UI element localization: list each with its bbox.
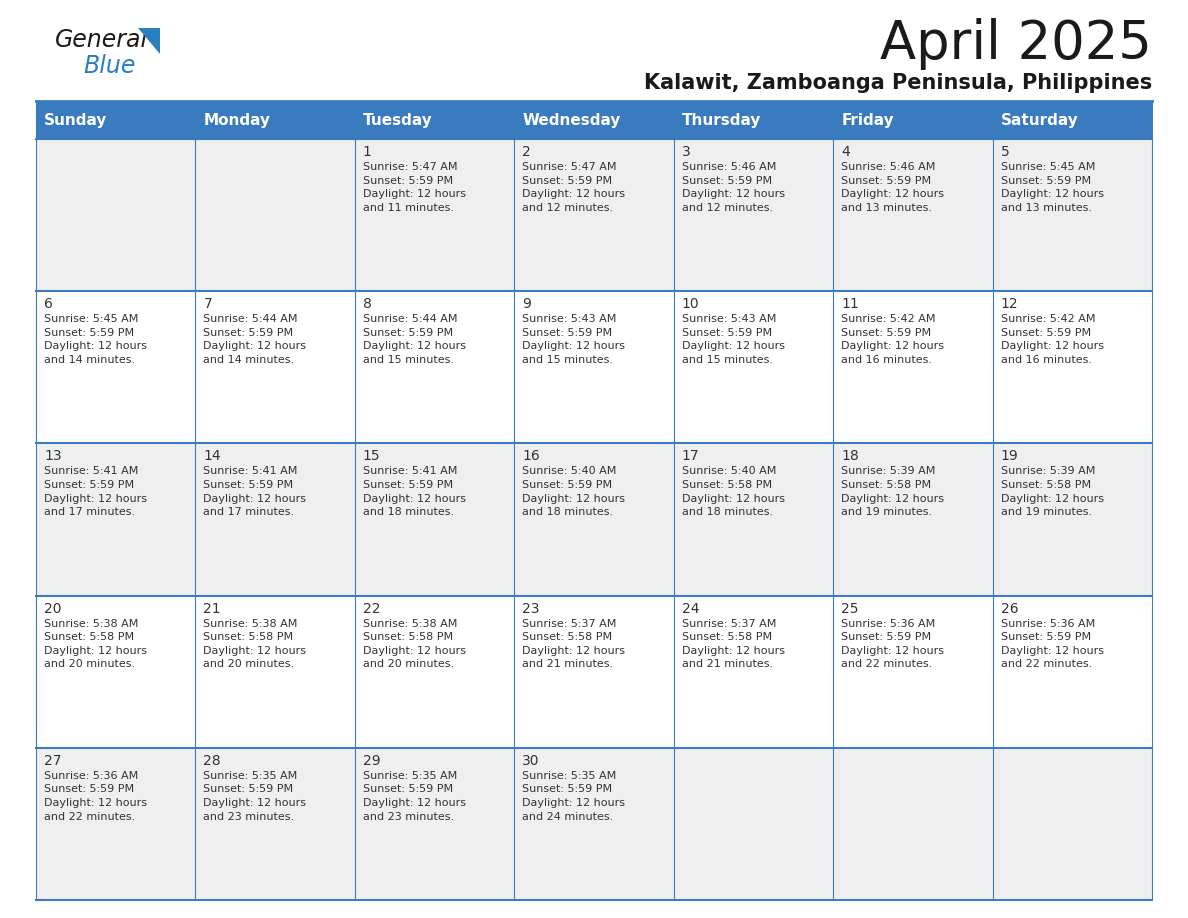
Text: Sunday: Sunday [44, 113, 107, 128]
Text: Sunrise: 5:37 AM
Sunset: 5:58 PM
Daylight: 12 hours
and 21 minutes.: Sunrise: 5:37 AM Sunset: 5:58 PM Dayligh… [523, 619, 625, 669]
Bar [36, 291, 1152, 443]
Text: 21: 21 [203, 601, 221, 616]
Text: Thursday: Thursday [682, 113, 762, 128]
Text: 7: 7 [203, 297, 213, 311]
Text: Sunrise: 5:46 AM
Sunset: 5:59 PM
Daylight: 12 hours
and 13 minutes.: Sunrise: 5:46 AM Sunset: 5:59 PM Dayligh… [841, 162, 944, 213]
Text: Sunrise: 5:40 AM
Sunset: 5:58 PM
Daylight: 12 hours
and 18 minutes.: Sunrise: 5:40 AM Sunset: 5:58 PM Dayligh… [682, 466, 785, 517]
Text: Sunrise: 5:36 AM
Sunset: 5:59 PM
Daylight: 12 hours
and 22 minutes.: Sunrise: 5:36 AM Sunset: 5:59 PM Dayligh… [1000, 619, 1104, 669]
Text: April 2025: April 2025 [880, 18, 1152, 70]
Text: 26: 26 [1000, 601, 1018, 616]
Text: 3: 3 [682, 145, 690, 159]
Text: Wednesday: Wednesday [523, 113, 620, 128]
Text: Sunrise: 5:42 AM
Sunset: 5:59 PM
Daylight: 12 hours
and 16 minutes.: Sunrise: 5:42 AM Sunset: 5:59 PM Dayligh… [841, 314, 944, 365]
Text: Sunrise: 5:36 AM
Sunset: 5:59 PM
Daylight: 12 hours
and 22 minutes.: Sunrise: 5:36 AM Sunset: 5:59 PM Dayligh… [44, 771, 147, 822]
Text: Sunrise: 5:38 AM
Sunset: 5:58 PM
Daylight: 12 hours
and 20 minutes.: Sunrise: 5:38 AM Sunset: 5:58 PM Dayligh… [44, 619, 147, 669]
Text: 17: 17 [682, 450, 700, 464]
Text: Sunrise: 5:35 AM
Sunset: 5:59 PM
Daylight: 12 hours
and 23 minutes.: Sunrise: 5:35 AM Sunset: 5:59 PM Dayligh… [203, 771, 307, 822]
Text: Sunrise: 5:45 AM
Sunset: 5:59 PM
Daylight: 12 hours
and 13 minutes.: Sunrise: 5:45 AM Sunset: 5:59 PM Dayligh… [1000, 162, 1104, 213]
Text: 19: 19 [1000, 450, 1018, 464]
Text: Sunrise: 5:39 AM
Sunset: 5:58 PM
Daylight: 12 hours
and 19 minutes.: Sunrise: 5:39 AM Sunset: 5:58 PM Dayligh… [1000, 466, 1104, 517]
Text: Sunrise: 5:35 AM
Sunset: 5:59 PM
Daylight: 12 hours
and 24 minutes.: Sunrise: 5:35 AM Sunset: 5:59 PM Dayligh… [523, 771, 625, 822]
Bar [36, 596, 1152, 748]
Text: 2: 2 [523, 145, 531, 159]
Text: Blue: Blue [83, 54, 135, 78]
Text: 6: 6 [44, 297, 53, 311]
Text: Sunrise: 5:47 AM
Sunset: 5:59 PM
Daylight: 12 hours
and 12 minutes.: Sunrise: 5:47 AM Sunset: 5:59 PM Dayligh… [523, 162, 625, 213]
Bar [36, 101, 1152, 139]
Text: Friday: Friday [841, 113, 893, 128]
Text: Sunrise: 5:44 AM
Sunset: 5:59 PM
Daylight: 12 hours
and 14 minutes.: Sunrise: 5:44 AM Sunset: 5:59 PM Dayligh… [203, 314, 307, 365]
Text: 20: 20 [44, 601, 62, 616]
Text: Saturday: Saturday [1000, 113, 1079, 128]
Polygon shape [138, 28, 160, 54]
Text: 29: 29 [362, 754, 380, 767]
Text: Sunrise: 5:46 AM
Sunset: 5:59 PM
Daylight: 12 hours
and 12 minutes.: Sunrise: 5:46 AM Sunset: 5:59 PM Dayligh… [682, 162, 785, 213]
Text: 12: 12 [1000, 297, 1018, 311]
Text: 23: 23 [523, 601, 539, 616]
Text: Sunrise: 5:43 AM
Sunset: 5:59 PM
Daylight: 12 hours
and 15 minutes.: Sunrise: 5:43 AM Sunset: 5:59 PM Dayligh… [523, 314, 625, 365]
Bar [36, 139, 1152, 291]
Bar [36, 443, 1152, 596]
Text: Kalawit, Zamboanga Peninsula, Philippines: Kalawit, Zamboanga Peninsula, Philippine… [644, 73, 1152, 93]
Text: 25: 25 [841, 601, 859, 616]
Text: Monday: Monday [203, 113, 271, 128]
Text: 16: 16 [523, 450, 541, 464]
Text: Tuesday: Tuesday [362, 113, 432, 128]
Text: 28: 28 [203, 754, 221, 767]
Text: 30: 30 [523, 754, 539, 767]
Text: 10: 10 [682, 297, 700, 311]
Text: 9: 9 [523, 297, 531, 311]
Text: Sunrise: 5:44 AM
Sunset: 5:59 PM
Daylight: 12 hours
and 15 minutes.: Sunrise: 5:44 AM Sunset: 5:59 PM Dayligh… [362, 314, 466, 365]
Text: Sunrise: 5:45 AM
Sunset: 5:59 PM
Daylight: 12 hours
and 14 minutes.: Sunrise: 5:45 AM Sunset: 5:59 PM Dayligh… [44, 314, 147, 365]
Text: General: General [55, 28, 148, 52]
Text: 5: 5 [1000, 145, 1010, 159]
Text: 11: 11 [841, 297, 859, 311]
Text: 8: 8 [362, 297, 372, 311]
Text: 14: 14 [203, 450, 221, 464]
Text: 4: 4 [841, 145, 849, 159]
Text: Sunrise: 5:47 AM
Sunset: 5:59 PM
Daylight: 12 hours
and 11 minutes.: Sunrise: 5:47 AM Sunset: 5:59 PM Dayligh… [362, 162, 466, 213]
Text: 15: 15 [362, 450, 380, 464]
Text: 24: 24 [682, 601, 700, 616]
Text: Sunrise: 5:41 AM
Sunset: 5:59 PM
Daylight: 12 hours
and 17 minutes.: Sunrise: 5:41 AM Sunset: 5:59 PM Dayligh… [203, 466, 307, 517]
Text: Sunrise: 5:39 AM
Sunset: 5:58 PM
Daylight: 12 hours
and 19 minutes.: Sunrise: 5:39 AM Sunset: 5:58 PM Dayligh… [841, 466, 944, 517]
Text: Sunrise: 5:35 AM
Sunset: 5:59 PM
Daylight: 12 hours
and 23 minutes.: Sunrise: 5:35 AM Sunset: 5:59 PM Dayligh… [362, 771, 466, 822]
Text: 1: 1 [362, 145, 372, 159]
Text: Sunrise: 5:41 AM
Sunset: 5:59 PM
Daylight: 12 hours
and 17 minutes.: Sunrise: 5:41 AM Sunset: 5:59 PM Dayligh… [44, 466, 147, 517]
Text: Sunrise: 5:41 AM
Sunset: 5:59 PM
Daylight: 12 hours
and 18 minutes.: Sunrise: 5:41 AM Sunset: 5:59 PM Dayligh… [362, 466, 466, 517]
Text: Sunrise: 5:40 AM
Sunset: 5:59 PM
Daylight: 12 hours
and 18 minutes.: Sunrise: 5:40 AM Sunset: 5:59 PM Dayligh… [523, 466, 625, 517]
Text: Sunrise: 5:37 AM
Sunset: 5:58 PM
Daylight: 12 hours
and 21 minutes.: Sunrise: 5:37 AM Sunset: 5:58 PM Dayligh… [682, 619, 785, 669]
Text: 18: 18 [841, 450, 859, 464]
Text: 27: 27 [44, 754, 62, 767]
Bar [36, 748, 1152, 900]
Text: Sunrise: 5:38 AM
Sunset: 5:58 PM
Daylight: 12 hours
and 20 minutes.: Sunrise: 5:38 AM Sunset: 5:58 PM Dayligh… [203, 619, 307, 669]
Text: Sunrise: 5:42 AM
Sunset: 5:59 PM
Daylight: 12 hours
and 16 minutes.: Sunrise: 5:42 AM Sunset: 5:59 PM Dayligh… [1000, 314, 1104, 365]
Text: 22: 22 [362, 601, 380, 616]
Text: 13: 13 [44, 450, 62, 464]
Text: Sunrise: 5:36 AM
Sunset: 5:59 PM
Daylight: 12 hours
and 22 minutes.: Sunrise: 5:36 AM Sunset: 5:59 PM Dayligh… [841, 619, 944, 669]
Text: Sunrise: 5:38 AM
Sunset: 5:58 PM
Daylight: 12 hours
and 20 minutes.: Sunrise: 5:38 AM Sunset: 5:58 PM Dayligh… [362, 619, 466, 669]
Text: Sunrise: 5:43 AM
Sunset: 5:59 PM
Daylight: 12 hours
and 15 minutes.: Sunrise: 5:43 AM Sunset: 5:59 PM Dayligh… [682, 314, 785, 365]
